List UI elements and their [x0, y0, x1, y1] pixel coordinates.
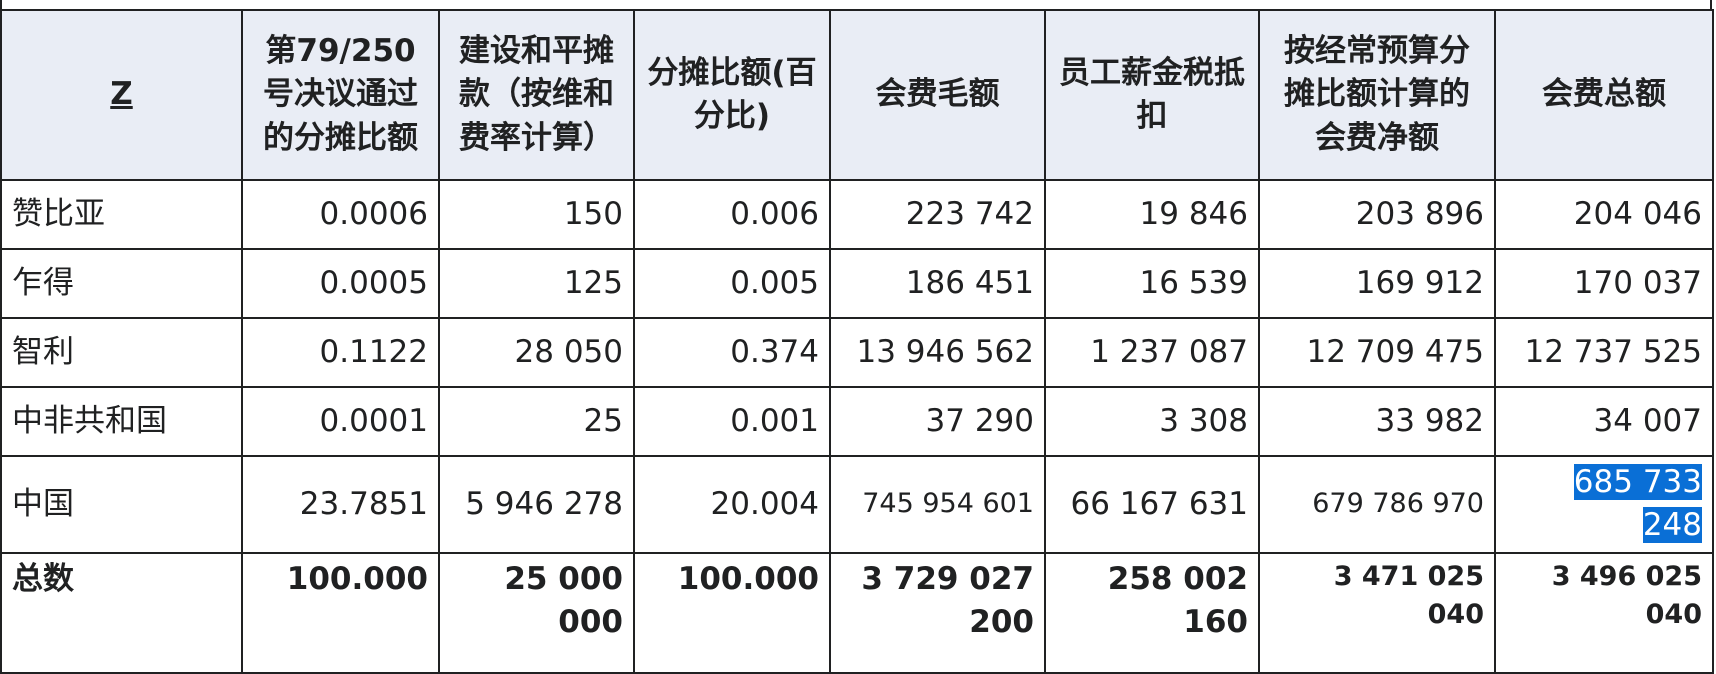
- row-label: 赞比亚: [0, 179, 243, 250]
- cell: 0.001: [633, 386, 831, 457]
- cell: 20.004: [633, 455, 831, 554]
- header-cell: 会费总额: [1494, 9, 1714, 181]
- cell: 3 496 025 040: [1494, 551, 1714, 674]
- cell: 19 846: [1044, 179, 1260, 250]
- row-label: 总数: [0, 551, 243, 674]
- cell: 169 912: [1258, 248, 1496, 319]
- cell: 150: [438, 179, 635, 250]
- cell: 0.005: [633, 248, 831, 319]
- cell: 258 002 160: [1044, 551, 1260, 674]
- cell: 186 451: [829, 248, 1046, 319]
- row-label: 乍得: [0, 248, 243, 319]
- row-label: 中国: [0, 455, 243, 554]
- cell: 0.374: [633, 317, 831, 388]
- frame-top: [0, 0, 1712, 9]
- data-row: 中国 23.7851 5 946 278 20.004 745 954 601 66 16…: [0, 455, 1714, 554]
- cell: 745 954 601: [829, 455, 1046, 554]
- cell: 1 237 087: [1044, 317, 1260, 388]
- cell: 12 737 525: [1494, 317, 1714, 388]
- cell: 125: [438, 248, 635, 319]
- cell: 3 471 025 040: [1258, 551, 1496, 674]
- cell: 33 982: [1258, 386, 1496, 457]
- header-row: Z 第79/250号决议通过的分摊比额 建设和平摊款（按维和费率计算） 分摊比额…: [0, 9, 1714, 181]
- data-row: 赞比亚 0.0006 150 0.006 223 742 19 846 203 896 204…: [0, 179, 1714, 250]
- selected-text: 685 733 248: [1573, 464, 1702, 544]
- header-cell: 第79/250号决议通过的分摊比额: [241, 9, 440, 181]
- cell: 100.000: [633, 551, 831, 674]
- cell: 0.0005: [241, 248, 440, 319]
- cell: 204 046: [1494, 179, 1714, 250]
- total-row: 总数 100.000 25 000 000 100.000 3 729 027 200 2…: [0, 551, 1714, 674]
- header-cell: 建设和平摊款（按维和费率计算）: [438, 9, 635, 181]
- cell: 12 709 475: [1258, 317, 1496, 388]
- cell: 100.000: [241, 551, 440, 674]
- cell: 66 167 631: [1044, 455, 1260, 554]
- cell: 0.1122: [241, 317, 440, 388]
- cell: 0.0006: [241, 179, 440, 250]
- cell: 5 946 278: [438, 455, 635, 554]
- cell: 25 000 000: [438, 551, 635, 674]
- cell: 28 050: [438, 317, 635, 388]
- cell: 685 733 248: [1494, 455, 1714, 554]
- cell: 3 729 027 200: [829, 551, 1046, 674]
- cell: 170 037: [1494, 248, 1714, 319]
- cell: 16 539: [1044, 248, 1260, 319]
- cell: 34 007: [1494, 386, 1714, 457]
- cell: 0.006: [633, 179, 831, 250]
- cell: 203 896: [1258, 179, 1496, 250]
- cell: 25: [438, 386, 635, 457]
- row-label: 中非共和国: [0, 386, 243, 457]
- header-cell: 分摊比额(百分比): [633, 9, 831, 181]
- header-cell: 按经常预算分摊比额计算的会费净额: [1258, 9, 1496, 181]
- row-label: 智利: [0, 317, 243, 388]
- cell: 679 786 970: [1258, 455, 1496, 554]
- cell: 0.0001: [241, 386, 440, 457]
- data-row: 乍得 0.0005 125 0.005 186 451 16 539 169 912 170 …: [0, 248, 1714, 319]
- table-body: 赞比亚 0.0006 150 0.006 223 742 19 846 203 896 204…: [0, 179, 1714, 674]
- data-row: 中非共和国 0.0001 25 0.001 37 290 3 308 33 982 34 00…: [0, 386, 1714, 457]
- header-cell: 会费毛额: [829, 9, 1046, 181]
- header-cell: Z: [0, 9, 243, 181]
- cell: 23.7851: [241, 455, 440, 554]
- cell: 3 308: [1044, 386, 1260, 457]
- contributions-table: Z 第79/250号决议通过的分摊比额 建设和平摊款（按维和费率计算） 分摊比额…: [0, 9, 1714, 674]
- table-head: Z 第79/250号决议通过的分摊比额 建设和平摊款（按维和费率计算） 分摊比额…: [0, 9, 1714, 181]
- header-cell: 员工薪金税抵扣: [1044, 9, 1260, 181]
- cell: 223 742: [829, 179, 1046, 250]
- data-row: 智利 0.1122 28 050 0.374 13 946 562 1 237 087 12…: [0, 317, 1714, 388]
- sort-link[interactable]: Z: [110, 76, 133, 113]
- cell: 13 946 562: [829, 317, 1046, 388]
- cell: 37 290: [829, 386, 1046, 457]
